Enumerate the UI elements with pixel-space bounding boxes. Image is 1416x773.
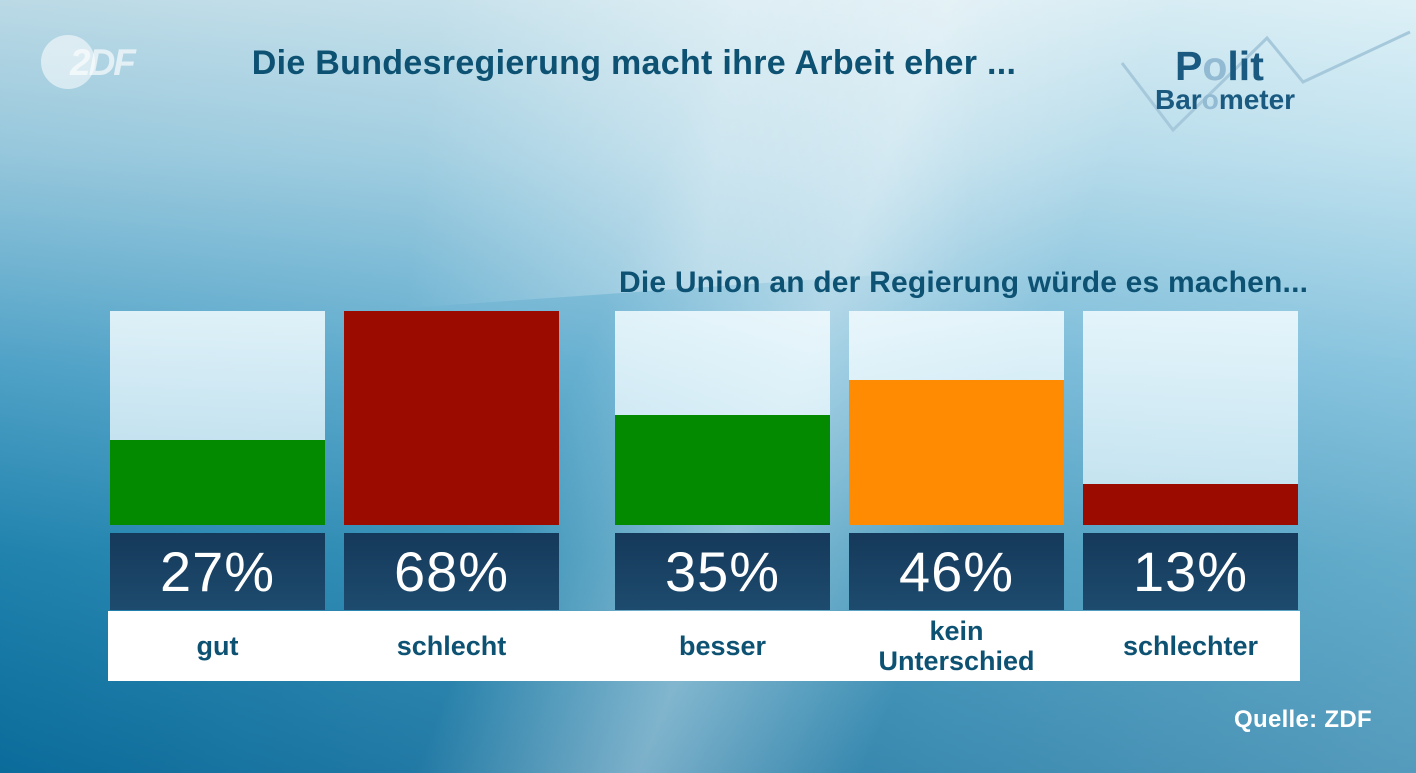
value-band: 27%	[110, 533, 325, 610]
bar-box	[1083, 311, 1298, 525]
bar-box	[849, 311, 1064, 525]
category-label: besser	[678, 630, 767, 661]
value-band: 13%	[1083, 533, 1298, 610]
source-text: Quelle: ZDF	[1234, 706, 1372, 733]
value-label: 46%	[898, 540, 1015, 603]
category-label: kein Unterschied	[878, 615, 1035, 676]
value-label: 35%	[664, 540, 781, 603]
bar-group-government: 27% gut 68% schlecht	[110, 311, 559, 681]
bar-box	[344, 311, 559, 525]
value-band: 46%	[849, 533, 1064, 610]
bar-fill	[110, 440, 325, 525]
politbarometer-logo: Polit Barometer	[1120, 30, 1411, 133]
zdf-logo: 2DF	[41, 35, 139, 89]
bar-box	[615, 311, 830, 525]
bar-chart: 27% gut 68% schlecht 35% besser 46% kein Unter…	[110, 311, 1298, 681]
bar-column: 13% schlechter	[1083, 311, 1298, 681]
polit-logo-line1: Polit	[1175, 43, 1264, 89]
label-strip	[108, 611, 1300, 681]
category-label: gut	[196, 630, 239, 661]
category-label: schlecht	[396, 630, 507, 661]
zdf-logo-circle	[41, 35, 95, 89]
bar-fill	[1083, 484, 1298, 525]
value-label: 27%	[159, 540, 276, 603]
value-band: 68%	[344, 533, 559, 610]
bar-fill	[344, 311, 559, 525]
bar-group-union: 35% besser 46% kein Unterschied 13% schlechte…	[615, 311, 1298, 681]
chart-subtitle: Die Union an der Regierung würde es mach…	[619, 266, 1309, 299]
bar-fill	[615, 415, 830, 525]
bar-box	[110, 311, 325, 525]
value-band: 35%	[615, 533, 830, 610]
bar-column: 27% gut	[110, 311, 325, 681]
zdf-logo-text: 2DF	[69, 42, 137, 83]
bar-fill	[849, 380, 1064, 525]
page-title: Die Bundesregierung macht ihre Arbeit eh…	[251, 44, 1017, 82]
bar-column: 35% besser	[615, 311, 830, 681]
value-label: 68%	[393, 540, 510, 603]
polit-zigzag-icon	[1120, 30, 1411, 133]
bar-column: 46% kein Unterschied	[849, 311, 1064, 681]
value-label: 13%	[1132, 540, 1249, 603]
bar-column: 68% schlecht	[344, 311, 559, 681]
polit-logo-line2: Barometer	[1155, 84, 1295, 115]
category-label: schlechter	[1122, 630, 1259, 661]
